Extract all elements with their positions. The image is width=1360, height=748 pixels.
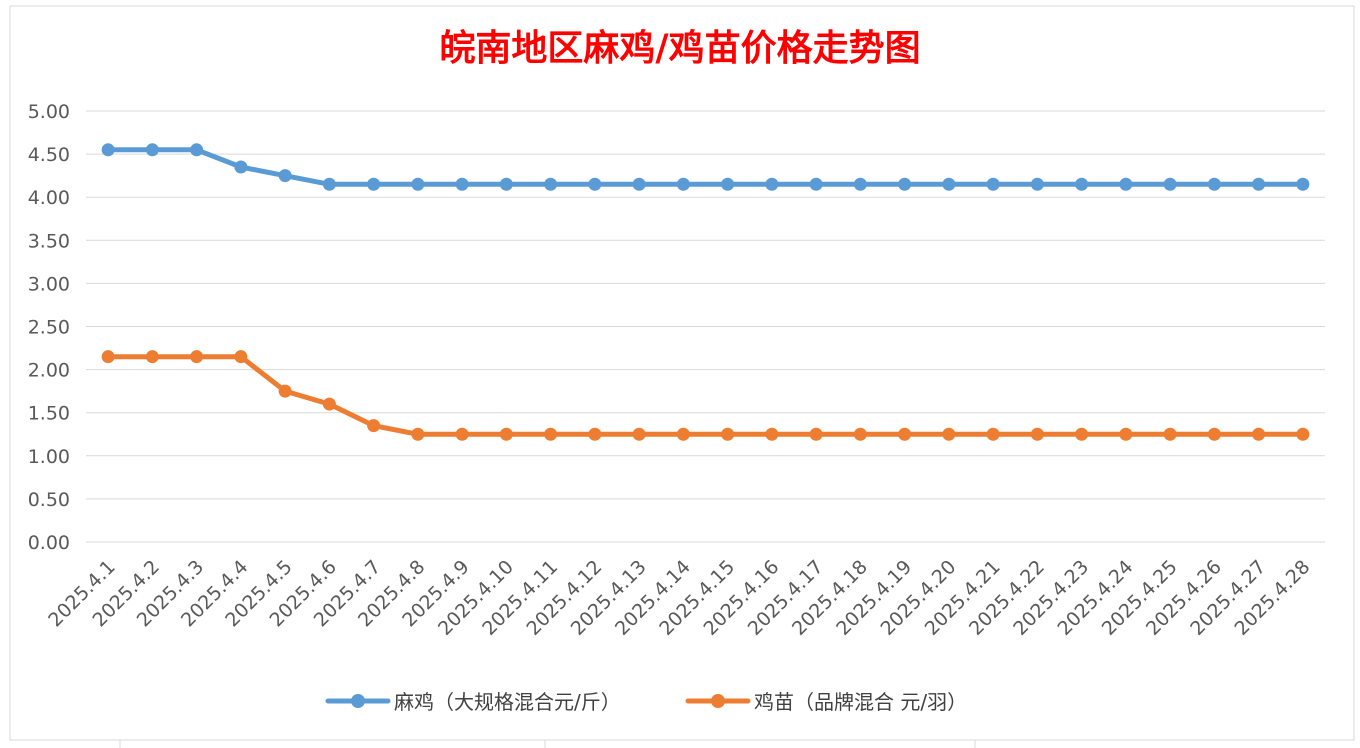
data-point bbox=[1075, 177, 1089, 191]
data-point bbox=[411, 177, 425, 191]
data-point bbox=[234, 350, 248, 364]
data-point bbox=[1119, 177, 1133, 191]
data-point bbox=[145, 350, 159, 364]
data-point bbox=[676, 177, 690, 191]
y-tick-label: 0.50 bbox=[28, 489, 70, 511]
data-point bbox=[632, 427, 646, 441]
y-axis-tick-labels: 0.00 0.50 1.00 1.50 2.00 2.50 3.00 3.50 4.00 4.50… bbox=[28, 101, 70, 554]
data-point bbox=[278, 169, 292, 183]
data-point bbox=[544, 427, 558, 441]
data-point bbox=[1075, 427, 1089, 441]
data-point bbox=[721, 177, 735, 191]
legend-marker bbox=[351, 694, 365, 708]
data-point bbox=[145, 143, 159, 157]
data-point bbox=[942, 427, 956, 441]
data-point bbox=[278, 384, 292, 398]
data-point bbox=[455, 177, 469, 191]
data-point bbox=[322, 397, 336, 411]
legend-marker bbox=[711, 694, 725, 708]
data-point bbox=[367, 177, 381, 191]
data-point bbox=[1296, 427, 1310, 441]
y-tick-label: 0.00 bbox=[28, 532, 70, 554]
legend: 麻鸡（大规格混合元/斤） 鸡苗（品牌混合 元/羽） bbox=[325, 690, 967, 714]
data-point bbox=[809, 427, 823, 441]
data-point bbox=[588, 177, 602, 191]
data-point bbox=[588, 427, 602, 441]
data-point bbox=[1030, 427, 1044, 441]
data-point bbox=[853, 427, 867, 441]
data-point bbox=[322, 177, 336, 191]
y-tick-label: 2.00 bbox=[28, 360, 70, 382]
data-point bbox=[898, 427, 912, 441]
y-tick-label: 1.00 bbox=[28, 446, 70, 468]
data-point bbox=[1163, 177, 1177, 191]
data-point bbox=[1207, 177, 1221, 191]
legend-label: 麻鸡（大规格混合元/斤） bbox=[394, 690, 621, 714]
data-point bbox=[190, 143, 204, 157]
series-line-0 bbox=[105, 147, 1306, 187]
data-point bbox=[986, 177, 1000, 191]
data-point bbox=[499, 177, 513, 191]
data-point bbox=[544, 177, 558, 191]
chart-title: 皖南地区麻鸡/鸡苗价格走势图 bbox=[439, 27, 920, 69]
series-line-1 bbox=[105, 354, 1306, 437]
data-point bbox=[1252, 177, 1266, 191]
chart-frame bbox=[9, 5, 1355, 741]
data-point bbox=[632, 177, 646, 191]
data-point bbox=[809, 177, 823, 191]
y-tick-label: 3.00 bbox=[28, 273, 70, 295]
data-point bbox=[499, 427, 513, 441]
data-point bbox=[898, 177, 912, 191]
y-tick-label: 5.00 bbox=[28, 101, 70, 123]
y-tick-label: 2.50 bbox=[28, 317, 70, 339]
data-point bbox=[853, 177, 867, 191]
data-point bbox=[455, 427, 469, 441]
data-point bbox=[1030, 177, 1044, 191]
data-point bbox=[721, 427, 735, 441]
y-tick-label: 3.50 bbox=[28, 230, 70, 252]
data-point bbox=[411, 427, 425, 441]
y-tick-label: 4.00 bbox=[28, 187, 70, 209]
data-point bbox=[1163, 427, 1177, 441]
data-point bbox=[234, 160, 248, 174]
gridlines bbox=[86, 110, 1325, 543]
y-tick-label: 4.50 bbox=[28, 144, 70, 166]
data-point bbox=[1207, 427, 1221, 441]
data-point bbox=[676, 427, 690, 441]
data-point bbox=[765, 177, 779, 191]
data-point bbox=[1252, 427, 1266, 441]
data-point bbox=[190, 350, 204, 364]
data-point bbox=[765, 427, 779, 441]
legend-label: 鸡苗（品牌混合 元/羽） bbox=[754, 690, 967, 714]
y-tick-label: 1.50 bbox=[28, 403, 70, 425]
data-point bbox=[101, 350, 115, 364]
spreadsheet-background-grid bbox=[119, 740, 976, 748]
data-point bbox=[1296, 177, 1310, 191]
data-point bbox=[367, 419, 381, 433]
data-point bbox=[1119, 427, 1133, 441]
data-point bbox=[986, 427, 1000, 441]
series-markers bbox=[101, 143, 1310, 441]
data-point bbox=[101, 143, 115, 157]
data-point bbox=[942, 177, 956, 191]
series-lines bbox=[105, 147, 1306, 437]
